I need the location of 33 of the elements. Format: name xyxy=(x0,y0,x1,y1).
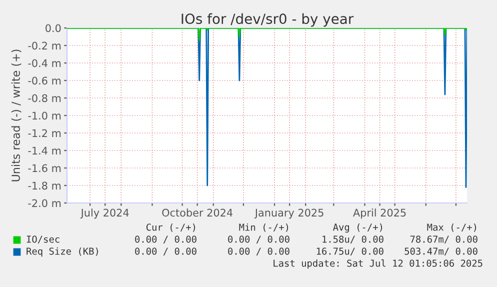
y-tick-label: -1.8 m xyxy=(28,182,61,190)
text: Min (-/+) xyxy=(239,223,288,232)
x-tick-label: October 2024 xyxy=(162,208,232,217)
text: 0.00 / 0.00 xyxy=(135,248,196,256)
legend-label: IO/sec xyxy=(26,236,60,244)
y-tick-label: -0.2 m xyxy=(28,42,61,50)
chart-title: IOs for /dev/sr0 - by year xyxy=(182,13,354,27)
y-tick-label: -1.0 m xyxy=(28,112,61,120)
y-tick-label: -2.0 m xyxy=(28,199,61,208)
text: 0.00 / 0.00 xyxy=(228,248,290,256)
y-tick-label: -1.2 m xyxy=(28,129,61,137)
text: Avg (-/+) xyxy=(333,223,382,233)
x-tick-label: July 2024 xyxy=(80,208,129,219)
text: 1.58u/ 0.00 xyxy=(322,236,384,244)
text: Max (-/+) xyxy=(427,223,476,232)
text: 16.75u/ 0.00 xyxy=(316,248,384,256)
y-axis-title: Units read (-) / write (+) xyxy=(11,50,22,182)
legend-label: Req Size (KB) xyxy=(26,247,98,257)
y-tick-label: 0.0 xyxy=(46,24,61,32)
text: Last update: Sat Jul 12 01:05:06 2025 xyxy=(274,259,482,269)
y-tick-label: -1.4 m xyxy=(28,146,61,154)
line-series xyxy=(67,28,467,41)
text: Cur (-/+) xyxy=(146,223,196,232)
x-tick-label: April 2025 xyxy=(353,208,406,219)
y-tick-label: -0.8 m xyxy=(28,94,61,102)
y-tick-label: -0.6 m xyxy=(28,76,61,85)
text: 0.00 / 0.00 xyxy=(228,236,290,244)
y-tick-label: -1.6 m xyxy=(28,164,61,172)
y-tick-label: -0.4 m xyxy=(28,59,61,68)
text: 78.67m/ 0.00 xyxy=(410,236,478,244)
text: 503.47m/ 0.00 xyxy=(404,248,478,256)
x-tick-label: January 2025 xyxy=(254,208,324,219)
text: 0.00 / 0.00 xyxy=(135,236,196,244)
